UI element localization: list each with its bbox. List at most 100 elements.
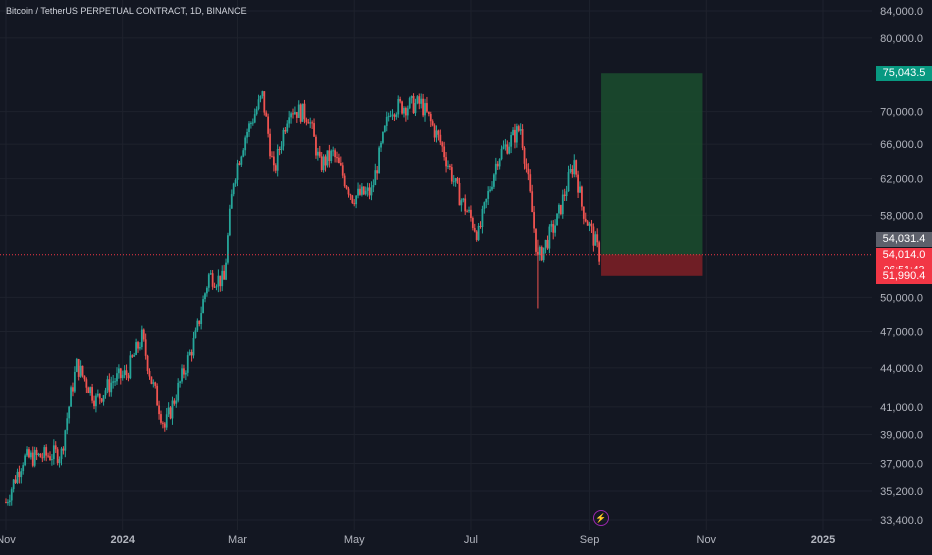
candle-body [345,186,348,189]
candle-body [292,113,294,115]
candle-body [37,453,40,455]
candle-body [232,183,235,195]
candle-body [35,449,38,455]
candle-body [579,186,581,193]
candle-body [456,178,459,184]
candle-body [479,225,482,227]
price-tick-label: 35,200.0 [880,486,923,498]
candle-body [163,423,166,428]
candle-body [508,146,511,154]
candle-body [209,273,212,275]
candle-body [77,359,80,377]
candle-body [62,448,65,451]
candle-body [397,99,400,115]
candle-body [123,370,126,375]
candle-body [531,191,534,213]
candle-body [569,169,572,173]
candle-body [221,270,224,287]
candle-body [582,206,585,219]
symbol-title[interactable]: Bitcoin / TetherUS PERPETUAL CONTRACT, 1… [6,6,247,16]
candle-body [259,95,262,100]
candle-body [114,381,116,383]
candle-body [269,133,271,157]
candle-body [517,126,520,131]
candle-body [353,202,356,205]
candle-body [31,452,34,466]
candle-body [355,195,358,205]
candle-body [460,200,463,206]
candle-body [83,375,86,380]
candle-body [544,239,547,248]
candle-body [41,457,44,459]
time-tick-label: Jul [464,534,478,546]
price-tick-label: 62,000.0 [880,174,923,186]
candle-body [150,376,153,384]
candle-body [198,320,201,325]
candle-body [454,178,457,182]
price-tick-label: 41,000.0 [880,402,923,414]
candle-body [119,368,122,379]
time-tick-label: Sep [580,534,600,546]
candle-body [359,188,361,195]
candle-body [271,156,273,158]
candle-body [556,213,558,226]
candle-body [284,129,287,132]
candle-body [391,114,394,116]
candle-body [230,194,233,209]
candle-body [393,114,396,117]
candle-body [135,342,138,355]
candle-body [496,163,499,167]
candle-body [152,382,155,384]
candle-body [28,449,30,458]
candle-body [251,122,254,124]
candle-body [362,186,365,195]
candle-body [410,95,413,99]
candle-body [590,223,593,227]
candle-body [190,351,193,356]
candle-body [563,194,566,197]
candle-body [424,103,426,116]
candle-body [550,223,553,227]
candle-body [382,131,384,143]
candle-body [79,365,82,377]
candle-body [426,103,428,112]
candle-body [95,395,97,407]
candle-body [372,185,375,188]
candle-body [458,183,461,206]
price-tick-label: 84,000.0 [880,6,923,18]
candle-body [401,101,403,114]
candle-body [318,151,321,157]
price-tick-label: 39,000.0 [880,429,923,441]
candle-body [485,198,488,203]
candle-body [219,275,222,287]
candle-body [167,407,170,415]
candle-body [137,342,139,349]
candle-body [525,163,528,169]
candle-body [470,209,472,219]
candle-body [58,458,61,464]
price-tick-label: 47,000.0 [880,326,923,338]
candle-body [307,122,310,124]
candle-body [336,157,338,159]
candle-body [184,372,187,375]
candle-body [72,387,74,392]
candle-body [160,414,162,423]
candle-body [380,142,382,148]
time-tick-label: Mar [228,534,247,546]
price-marker-tag: 54,014.0 [876,247,932,263]
candle-body [341,165,344,176]
candle-body [129,355,132,379]
price-tick-label: 70,000.0 [880,107,923,119]
candle-body [234,179,237,184]
candle-body [33,449,36,466]
candle-body [418,96,421,104]
profit-zone [601,73,703,255]
candle-body [186,355,189,373]
candle-body [487,190,490,199]
candle-body [416,96,419,103]
lightning-icon[interactable]: ⚡ [593,510,609,526]
candle-body [89,387,92,394]
candle-body [106,379,109,391]
